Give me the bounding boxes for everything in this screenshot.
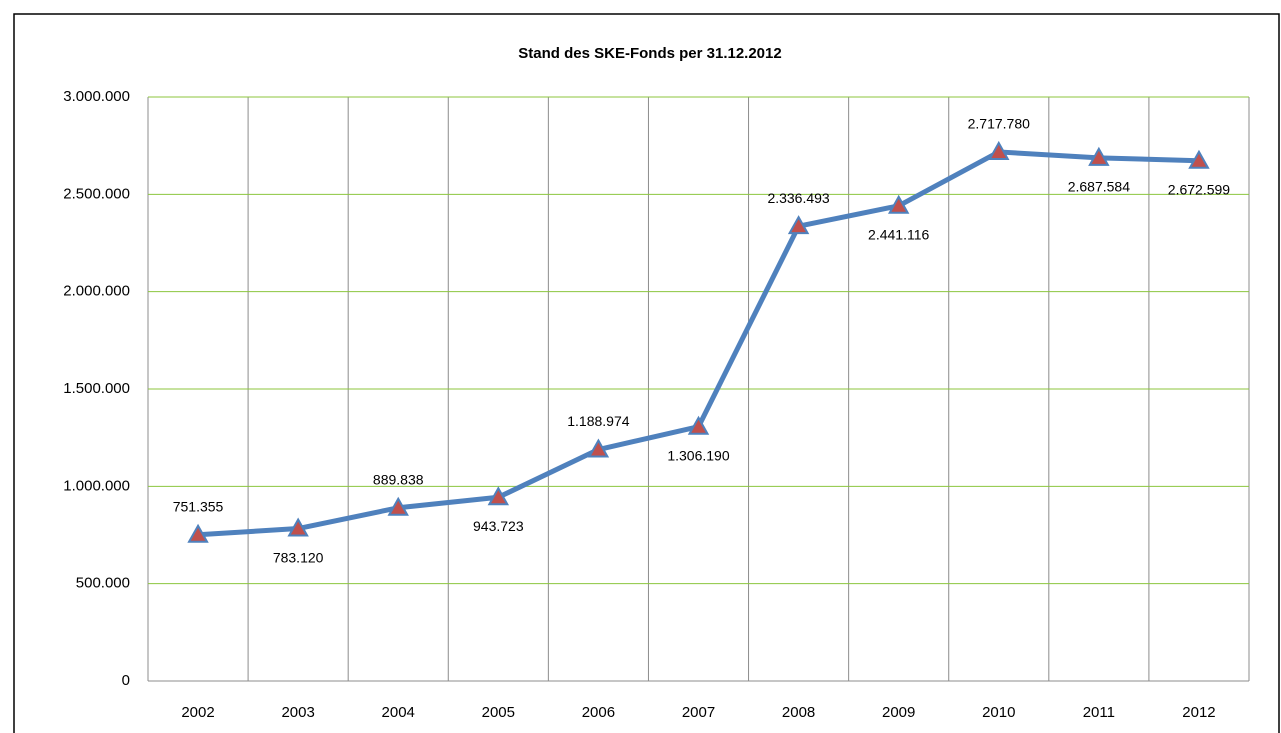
marker xyxy=(187,523,209,543)
data-label: 943.723 xyxy=(473,518,524,534)
x-tick-label: 2007 xyxy=(682,704,715,721)
data-label: 2.687.584 xyxy=(1068,179,1130,195)
marker xyxy=(787,215,810,235)
marker xyxy=(1188,149,1210,169)
y-tick-label: 2.500.000 xyxy=(63,185,130,202)
chart-frame xyxy=(13,13,1280,733)
marker xyxy=(287,517,309,537)
data-label: 889.838 xyxy=(373,471,424,487)
y-tick-label: 1.000.000 xyxy=(63,477,130,494)
x-tick-label: 2011 xyxy=(1083,704,1115,721)
y-tick-label: 3.000.000 xyxy=(63,88,130,105)
data-label: 2.672.599 xyxy=(1168,181,1230,197)
marker xyxy=(988,140,1010,160)
chart-title: Stand des SKE-Fonds per 31.12.2012 xyxy=(518,45,781,62)
data-label: 2.717.780 xyxy=(968,116,1030,132)
data-label: 783.120 xyxy=(273,549,324,565)
marker xyxy=(887,194,910,214)
y-tick-label: 2.000.000 xyxy=(63,283,130,300)
x-tick-label: 2006 xyxy=(582,704,615,721)
data-label: 751.355 xyxy=(173,498,224,514)
x-tick-label: 2002 xyxy=(181,704,214,721)
x-tick-label: 2009 xyxy=(882,704,915,721)
x-tick-label: 2003 xyxy=(281,704,314,721)
y-tick-label: 500.000 xyxy=(76,575,130,592)
marker xyxy=(387,496,409,516)
marker xyxy=(1088,146,1110,166)
x-tick-label: 2004 xyxy=(382,704,415,721)
marker xyxy=(487,486,510,506)
data-label: 2.336.493 xyxy=(767,190,829,206)
marker xyxy=(687,415,710,435)
y-tick-label: 1.500.000 xyxy=(63,380,130,397)
x-tick-label: 2005 xyxy=(482,704,515,721)
marker xyxy=(587,438,610,458)
data-label: 1.306.190 xyxy=(667,447,729,463)
data-label: 2.441.116 xyxy=(868,226,929,242)
x-tick-label: 2008 xyxy=(782,704,815,721)
data-label: 1.188.974 xyxy=(567,413,629,429)
y-tick-label: 0 xyxy=(122,672,130,689)
x-tick-label: 2012 xyxy=(1182,704,1215,721)
x-tick-label: 2010 xyxy=(982,704,1015,721)
